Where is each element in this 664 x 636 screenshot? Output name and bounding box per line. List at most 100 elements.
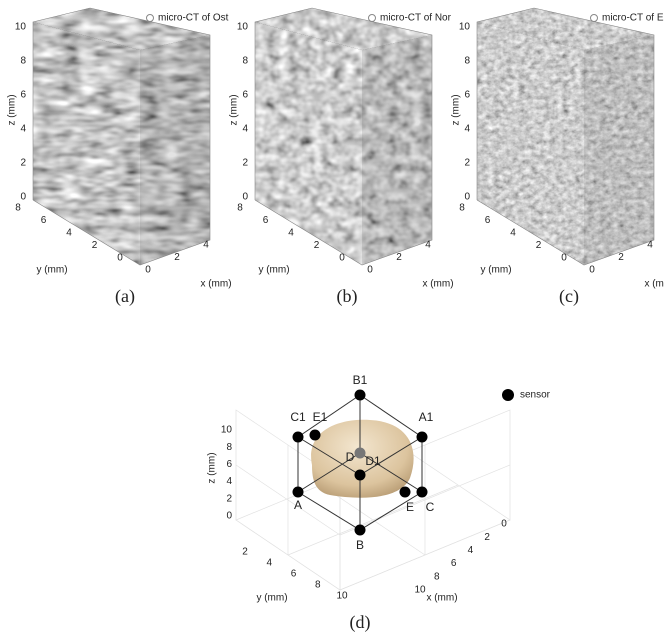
volume-texture (255, 22, 362, 265)
page: 0246810z (mm)86420y (mm)024x (mm)micro-C… (0, 0, 664, 636)
z-tick-label: 0 (242, 192, 248, 203)
sensor (355, 525, 366, 536)
legend-marker (591, 15, 598, 22)
x-tick-label: 0 (367, 265, 373, 276)
sensor-label: B (356, 538, 364, 552)
caption: (b) (337, 286, 358, 307)
z-tick-label: 8 (464, 56, 470, 67)
volume-texture (140, 35, 210, 265)
sensor (355, 390, 366, 401)
y-tick-label: 10 (336, 591, 348, 602)
x-tick-label: 4 (468, 545, 474, 556)
z-tick-label: 4 (226, 476, 232, 487)
x-axis-label: x (mm) (644, 279, 664, 290)
volume-texture (362, 35, 432, 265)
x-axis-label: x (mm) (422, 279, 453, 290)
z-tick-label: 2 (20, 158, 26, 169)
x-tick-label: 10 (414, 585, 426, 596)
panel: 0246810z (mm)86420y (mm)024x (mm)micro-C… (7, 8, 232, 307)
legend-label: sensor (520, 390, 551, 401)
z-tick-label: 10 (221, 425, 233, 436)
sensor (400, 487, 411, 498)
z-tick-label: 0 (20, 192, 26, 203)
z-tick-label: 4 (20, 124, 26, 135)
caption: (d) (350, 612, 371, 633)
sensor-label: E1 (313, 410, 328, 424)
y-tick-label: 2 (536, 240, 542, 251)
volume-texture (477, 22, 584, 265)
z-axis-label: z (mm) (7, 94, 18, 125)
volume-texture (584, 35, 654, 265)
x-tick-label: 6 (451, 558, 457, 569)
y-axis-label: y (mm) (258, 265, 289, 276)
x-axis-label: x (mm) (426, 593, 457, 604)
y-tick-label: 4 (510, 228, 516, 239)
y-tick-label: 2 (242, 547, 248, 558)
z-tick-label: 6 (464, 90, 470, 101)
z-tick-label: 10 (15, 22, 27, 33)
x-tick-label: 4 (647, 240, 653, 251)
z-tick-label: 6 (226, 459, 232, 470)
legend-label: micro-CT of Enh (602, 13, 664, 24)
z-tick-label: 10 (237, 22, 249, 33)
legend-label: micro-CT of Ost (158, 13, 229, 24)
sensor-label: C (426, 500, 435, 514)
sensor (355, 470, 366, 481)
volume-texture (33, 22, 140, 265)
caption: (c) (559, 286, 579, 307)
legend-marker (147, 15, 154, 22)
figure: 0246810z (mm)86420y (mm)024x (mm)micro-C… (0, 0, 664, 636)
y-tick-label: 2 (92, 240, 98, 251)
z-tick-label: 2 (464, 158, 470, 169)
x-tick-label: 2 (174, 252, 180, 263)
x-tick-label: 2 (396, 252, 402, 263)
sensor (310, 430, 321, 441)
y-tick-label: 2 (314, 240, 320, 251)
z-tick-label: 4 (464, 124, 470, 135)
y-tick-label: 6 (485, 215, 491, 226)
sensor (293, 487, 304, 498)
bone-sample (311, 420, 414, 498)
legend-label: micro-CT of Nor (380, 13, 452, 24)
caption: (a) (115, 286, 135, 307)
x-tick-label: 4 (203, 240, 209, 251)
x-tick-label: 4 (425, 240, 431, 251)
y-tick-label: 0 (339, 253, 345, 264)
y-axis-label: y (mm) (256, 593, 287, 604)
x-axis-label: x (mm) (200, 279, 231, 290)
z-tick-label: 6 (242, 90, 248, 101)
panels-abc: 0 2 4 6 8 10 z (mm) 8 6 4 2 0 y (mm) 0 2 4 x (mm) micro-C… (7, 8, 664, 307)
z-axis-label: z (mm) (229, 94, 240, 125)
sensor (355, 448, 366, 459)
legend-marker (502, 389, 514, 401)
y-tick-label: 0 (117, 253, 123, 264)
z-tick-label: 0 (226, 511, 232, 522)
legend-marker (369, 15, 376, 22)
sensor-label: D (346, 450, 355, 464)
z-tick-label: 0 (464, 192, 470, 203)
sensor-label: B1 (353, 373, 368, 387)
sensor-label: D1 (365, 454, 381, 468)
y-tick-label: 0 (561, 253, 567, 264)
z-tick-label: 8 (242, 56, 248, 67)
z-tick-label: 8 (20, 56, 26, 67)
x-tick-label: 2 (484, 532, 490, 543)
z-tick-label: 10 (459, 22, 471, 33)
sensor-label: A1 (419, 410, 434, 424)
sensor (417, 487, 428, 498)
y-tick-label: 8 (237, 203, 243, 214)
y-tick-label: 4 (66, 228, 72, 239)
y-tick-label: 8 (459, 203, 465, 214)
sensor-label: E (406, 500, 414, 514)
x-tick-label: 2 (618, 252, 624, 263)
x-tick-label: 0 (501, 519, 507, 530)
sensor (417, 432, 428, 443)
z-axis-label: z (mm) (207, 452, 218, 483)
y-tick-label: 4 (288, 228, 294, 239)
y-tick-label: 8 (315, 580, 321, 591)
y-tick-label: 6 (263, 215, 269, 226)
y-tick-label: 8 (15, 203, 21, 214)
z-axis-label: z (mm) (451, 94, 462, 125)
